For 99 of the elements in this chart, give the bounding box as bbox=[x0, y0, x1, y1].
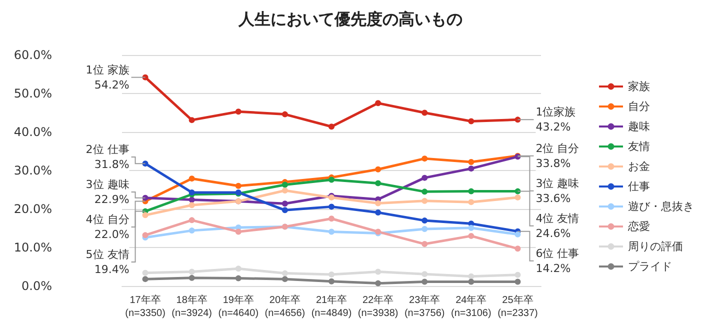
x-tick-label: 23年卒 (n=3756) bbox=[404, 294, 445, 319]
point bbox=[422, 278, 428, 285]
point bbox=[422, 226, 428, 232]
point bbox=[188, 217, 195, 224]
point bbox=[468, 224, 474, 231]
point bbox=[468, 273, 474, 280]
point bbox=[188, 196, 195, 203]
point bbox=[422, 110, 428, 116]
point bbox=[514, 246, 521, 252]
point bbox=[514, 231, 521, 238]
point bbox=[235, 182, 242, 189]
point bbox=[235, 108, 242, 115]
point bbox=[142, 276, 148, 282]
legend-label: 趣味 bbox=[628, 120, 650, 133]
point bbox=[375, 180, 382, 186]
point bbox=[282, 111, 288, 118]
point bbox=[328, 204, 334, 210]
point bbox=[328, 176, 334, 183]
x-tick-label: 19年卒 (n=4640) bbox=[218, 294, 259, 319]
point bbox=[328, 278, 334, 284]
point bbox=[282, 200, 288, 207]
point bbox=[282, 276, 288, 282]
legend-label: 周りの評価 bbox=[628, 240, 683, 253]
point bbox=[514, 194, 521, 200]
y-tick-label: 0.0% bbox=[22, 279, 52, 293]
legend-label: お金 bbox=[628, 160, 650, 173]
x-tick-label: 24年卒 (n=3106) bbox=[451, 294, 492, 319]
point bbox=[468, 118, 474, 124]
point bbox=[282, 207, 288, 214]
annotation: 2位 自分 33.8% bbox=[536, 142, 580, 170]
point bbox=[468, 166, 474, 172]
point bbox=[375, 100, 382, 106]
x-tick-label: 21年卒 (n=4849) bbox=[311, 294, 352, 319]
point bbox=[422, 174, 428, 181]
point bbox=[188, 268, 195, 275]
point bbox=[328, 216, 334, 222]
point bbox=[468, 278, 474, 285]
point bbox=[235, 228, 242, 235]
point bbox=[514, 278, 521, 285]
point bbox=[142, 232, 148, 238]
point bbox=[235, 266, 242, 272]
annotation: 5位 友情 19.4% bbox=[86, 248, 130, 276]
x-tick-label: 22年卒 (n=3938) bbox=[358, 294, 398, 319]
point bbox=[282, 270, 288, 276]
annotation: 6位 仕事 14.2% bbox=[536, 246, 580, 275]
point bbox=[468, 159, 474, 166]
point bbox=[142, 270, 148, 276]
point bbox=[328, 271, 334, 278]
point bbox=[328, 124, 334, 130]
y-tick-label: 30.0% bbox=[14, 164, 52, 178]
x-tick-label: 20年卒 (n=4656) bbox=[264, 294, 306, 319]
x-tick-label: 17年卒 (n=3350) bbox=[125, 294, 166, 319]
y-tick-label: 40.0% bbox=[14, 125, 52, 139]
point bbox=[188, 228, 195, 234]
legend-label: 恋愛 bbox=[627, 220, 650, 233]
point bbox=[422, 271, 428, 278]
y-tick-label: 20.0% bbox=[14, 202, 52, 216]
y-tick-label: 10.0% bbox=[14, 240, 52, 254]
point bbox=[468, 199, 474, 206]
point bbox=[375, 268, 382, 275]
y-tick-label: 60.0% bbox=[14, 48, 52, 62]
point bbox=[422, 188, 428, 195]
point bbox=[375, 280, 382, 286]
point bbox=[235, 275, 242, 282]
point bbox=[142, 212, 148, 218]
point bbox=[375, 209, 382, 216]
legend-label: プライド bbox=[628, 260, 672, 273]
point bbox=[188, 274, 195, 281]
chart-title: 人生において優先度の高いもの bbox=[238, 10, 462, 28]
annotation: 1位 家族 54.2% bbox=[86, 63, 130, 92]
point bbox=[422, 218, 428, 224]
point bbox=[375, 200, 382, 206]
point bbox=[328, 228, 334, 235]
annotation: 2位 仕事 31.8% bbox=[86, 143, 130, 171]
point bbox=[375, 166, 382, 172]
point bbox=[188, 202, 195, 208]
legend-label: 遊び・息抜き bbox=[628, 200, 694, 213]
point bbox=[282, 182, 288, 188]
annotation: 4位 自分 22.0% bbox=[86, 213, 130, 241]
annotation: 3位 趣味 33.6% bbox=[536, 176, 580, 205]
point bbox=[422, 198, 428, 204]
annotation: 1位家族 43.2% bbox=[536, 106, 576, 134]
legend-label: 家族 bbox=[628, 80, 650, 93]
y-tick-label: 50.0% bbox=[14, 86, 52, 100]
x-tick-label: 25年卒 (n=2337) bbox=[498, 294, 538, 319]
point bbox=[468, 188, 474, 194]
annotation: 3位 趣味 22.9% bbox=[86, 178, 130, 206]
x-tick-label: 18年卒 (n=3924) bbox=[172, 294, 212, 319]
point bbox=[282, 188, 288, 194]
legend-label: 仕事 bbox=[628, 180, 650, 193]
point bbox=[422, 156, 428, 162]
point bbox=[468, 232, 474, 239]
point bbox=[188, 117, 195, 124]
point bbox=[422, 241, 428, 248]
point bbox=[514, 272, 521, 278]
legend-label: 自分 bbox=[628, 100, 650, 113]
annotation: 4位 友情 24.6% bbox=[536, 212, 580, 240]
legend-label: 友情 bbox=[628, 140, 650, 153]
point bbox=[188, 176, 195, 182]
